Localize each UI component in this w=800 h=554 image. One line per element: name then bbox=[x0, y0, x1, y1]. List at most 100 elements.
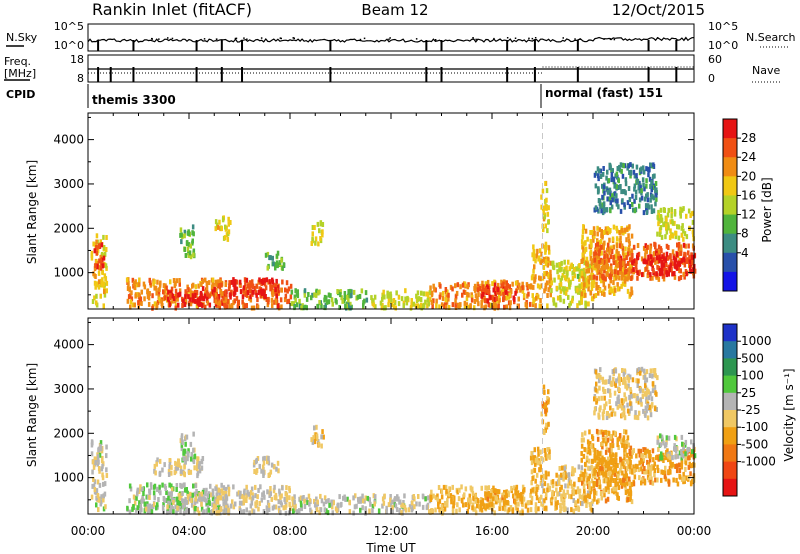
power-cell bbox=[580, 239, 584, 245]
power-cell bbox=[206, 300, 210, 306]
velocity-cell bbox=[670, 462, 674, 468]
power-cell bbox=[224, 297, 228, 303]
power-cell bbox=[607, 178, 611, 184]
velocity-cell bbox=[602, 409, 605, 415]
velocity-cell bbox=[628, 394, 631, 400]
power-cell bbox=[685, 213, 688, 219]
power-cell bbox=[221, 291, 224, 297]
power-cell bbox=[532, 244, 535, 250]
velocity-cell bbox=[693, 453, 697, 459]
velocity-cell bbox=[306, 500, 309, 506]
power-cell bbox=[216, 283, 220, 289]
power-cell bbox=[667, 207, 670, 213]
power-cell bbox=[597, 253, 600, 259]
power-cell bbox=[516, 303, 520, 309]
power-cell bbox=[622, 163, 625, 169]
power-cell bbox=[513, 296, 516, 302]
velocity-cell bbox=[280, 502, 284, 508]
velocity-cell bbox=[308, 498, 312, 504]
power-cell bbox=[358, 294, 362, 299]
power-cell bbox=[263, 281, 267, 287]
power-cell bbox=[647, 172, 650, 178]
power-cell bbox=[374, 304, 377, 310]
power-cell bbox=[191, 238, 194, 244]
velocity-cell bbox=[664, 455, 667, 461]
power-cell bbox=[131, 302, 135, 308]
power-cell bbox=[583, 282, 586, 288]
velocity-cell bbox=[299, 502, 303, 508]
velocity-cell bbox=[142, 486, 145, 492]
velocity-cell bbox=[598, 407, 601, 413]
power-cell bbox=[521, 288, 525, 294]
velocity-cell bbox=[232, 504, 236, 510]
velocity-cell bbox=[295, 509, 299, 515]
power-cell bbox=[680, 258, 683, 264]
power-cell bbox=[444, 297, 448, 303]
power-cell bbox=[249, 297, 253, 303]
power-cell bbox=[317, 290, 320, 296]
velocity-cell bbox=[211, 488, 215, 494]
velocity-cell bbox=[582, 437, 585, 443]
power-cell bbox=[180, 239, 183, 245]
power-cell bbox=[660, 266, 664, 272]
power-cell bbox=[191, 224, 195, 230]
power-cell bbox=[175, 278, 179, 284]
velocity-cell bbox=[284, 491, 287, 497]
velocity-cell bbox=[588, 481, 591, 486]
power-cell bbox=[171, 293, 174, 299]
power-cell bbox=[189, 301, 193, 307]
velocity-cell bbox=[534, 457, 538, 463]
velocity-cell bbox=[560, 493, 563, 499]
power-cell bbox=[459, 302, 462, 308]
velocity-cell bbox=[554, 496, 557, 502]
power-cell bbox=[681, 207, 684, 213]
power-cell bbox=[101, 270, 104, 275]
velocity-cell bbox=[623, 447, 626, 453]
power-cell bbox=[619, 235, 622, 241]
velocity-cell bbox=[273, 464, 276, 470]
velocity-cell bbox=[101, 475, 105, 481]
power-cell bbox=[502, 297, 505, 303]
power-cell bbox=[642, 210, 646, 216]
power-cell bbox=[633, 198, 636, 204]
power-cell bbox=[207, 280, 211, 286]
power-cell bbox=[662, 273, 665, 279]
power-cell bbox=[583, 248, 587, 254]
power-cell bbox=[164, 283, 167, 289]
velocity-cell bbox=[593, 396, 596, 402]
velocity-cell bbox=[102, 461, 105, 467]
power-cell bbox=[276, 303, 280, 309]
velocity-cell bbox=[653, 472, 656, 478]
velocity-cell bbox=[344, 497, 347, 502]
velocity-cell bbox=[599, 374, 602, 380]
velocity-cell bbox=[505, 493, 508, 499]
power-cell bbox=[597, 285, 600, 290]
velocity-cell bbox=[649, 454, 652, 460]
power-cell bbox=[218, 219, 221, 225]
velocity-cell bbox=[622, 408, 626, 414]
velocity-cell bbox=[644, 391, 647, 397]
power-cell bbox=[660, 248, 663, 254]
power-cell bbox=[169, 279, 172, 285]
velocity-cell bbox=[667, 435, 671, 441]
nsearch-dot bbox=[562, 37, 564, 39]
velocity-cell bbox=[648, 449, 651, 455]
velocity-cell bbox=[135, 507, 138, 513]
power-cell bbox=[631, 253, 634, 258]
power-cell bbox=[613, 183, 616, 189]
velocity-cell bbox=[494, 499, 498, 505]
velocity-cell bbox=[404, 507, 408, 513]
power-cell bbox=[625, 255, 628, 261]
velocity-cell bbox=[546, 396, 549, 401]
velocity-cell bbox=[262, 471, 265, 476]
velocity-cell bbox=[616, 481, 620, 487]
nsearch-dot bbox=[434, 39, 437, 41]
velocity-cell bbox=[105, 467, 108, 473]
velocity-cell bbox=[530, 480, 533, 486]
velocity-cell bbox=[178, 500, 181, 506]
power-cell bbox=[609, 208, 612, 214]
power-colorbar-swatch bbox=[723, 157, 737, 177]
velocity-cell bbox=[180, 442, 184, 448]
velocity-cell bbox=[619, 464, 623, 470]
power-cell bbox=[661, 270, 664, 276]
